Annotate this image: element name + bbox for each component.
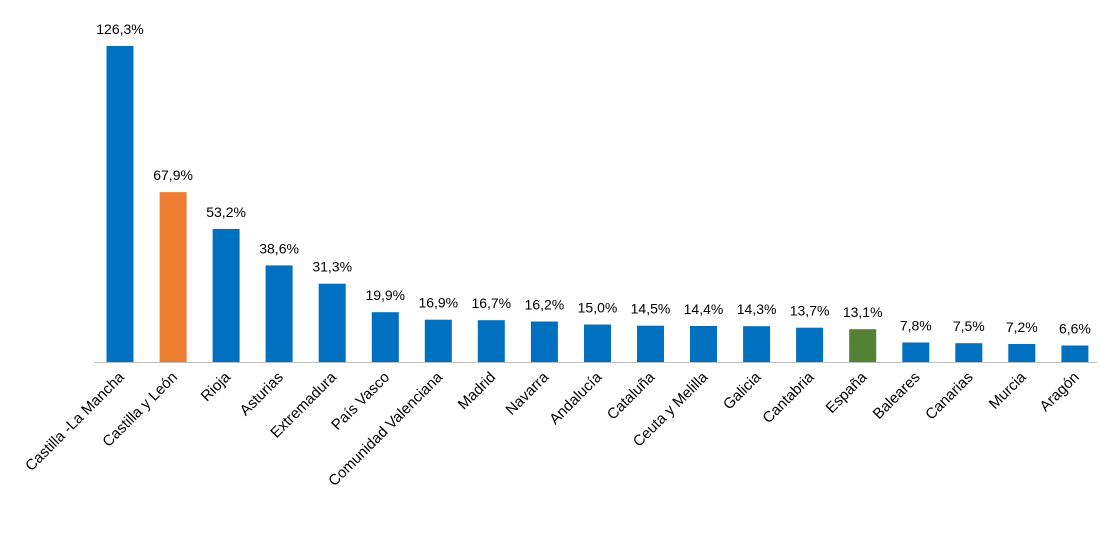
value-labels-group: 126,3% 67,9% 53,2% 38,6% 31,3% 19,9% 16,9% 16,7… — [96, 21, 1091, 337]
category-tick-label: Aragón — [1037, 369, 1083, 415]
data-label: 14,4% — [684, 301, 724, 317]
category-tick-label: Galicia — [720, 368, 765, 413]
data-label: 7,5% — [953, 318, 985, 334]
data-label: 16,2% — [525, 297, 565, 313]
bar — [530, 321, 558, 362]
data-label: 38,6% — [259, 240, 299, 256]
bar — [424, 319, 452, 362]
data-label: 14,5% — [631, 301, 671, 317]
bar — [796, 327, 824, 362]
data-label: 13,1% — [843, 304, 883, 320]
category-tick-label: Navarra — [502, 368, 552, 418]
data-label: 7,2% — [1006, 319, 1038, 335]
category-tick-label: Murcia — [986, 368, 1030, 412]
bar — [212, 228, 240, 362]
bar — [637, 325, 664, 362]
category-tick-label: Cantabria — [759, 368, 817, 426]
category-tick-label: España — [823, 368, 871, 416]
category-tick-label: Asturias — [237, 369, 287, 419]
data-label: 31,3% — [312, 259, 352, 275]
data-label: 16,7% — [471, 295, 511, 311]
bar — [265, 265, 293, 362]
bar — [371, 312, 399, 362]
bar — [1061, 345, 1089, 362]
bar — [106, 46, 134, 362]
data-label: 53,2% — [206, 204, 246, 220]
bar — [1008, 344, 1036, 362]
data-label: 19,9% — [365, 287, 405, 303]
bar — [477, 320, 505, 362]
data-label: 7,8% — [900, 318, 932, 334]
data-label: 126,3% — [96, 21, 143, 37]
bar — [743, 326, 771, 362]
bar — [318, 283, 346, 362]
data-label: 13,7% — [790, 303, 830, 319]
data-label: 14,3% — [737, 301, 777, 317]
category-tick-label: Madrid — [455, 369, 499, 413]
data-label: 6,6% — [1059, 321, 1091, 337]
category-tick-label: Castilla -La Mancha — [22, 368, 128, 474]
bar — [584, 324, 611, 362]
bar — [690, 326, 717, 362]
category-tick-label: Andalucía — [546, 368, 606, 428]
category-tick-label: Baleares — [870, 369, 924, 423]
category-tick-label: Rioja — [198, 368, 235, 405]
category-tick-label: Cataluña — [604, 368, 659, 423]
bar — [955, 343, 983, 362]
category-tick-label: Canarias — [922, 369, 976, 423]
data-label: 16,9% — [418, 295, 458, 311]
bar — [902, 342, 930, 362]
bar — [159, 192, 187, 362]
bars-group — [106, 46, 1089, 362]
bar — [849, 329, 877, 362]
data-label: 67,9% — [153, 167, 193, 183]
data-label: 15,0% — [578, 300, 618, 316]
